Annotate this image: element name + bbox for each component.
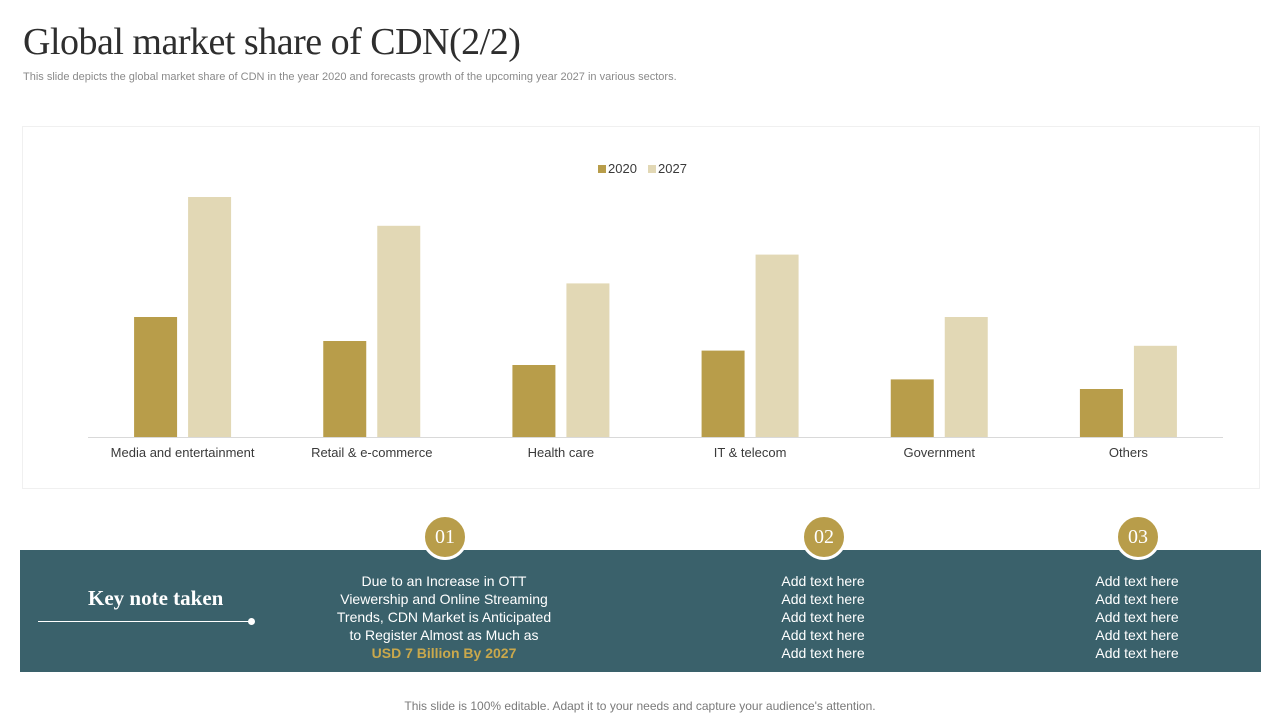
bar-2020-6 (1079, 389, 1123, 437)
keynote-2-line: Add text here (781, 591, 865, 607)
keynote-3-line: Add text here (1095, 591, 1179, 607)
legend-label: 2027 (658, 161, 687, 176)
x-tick-label: IT & telecom (714, 445, 787, 460)
keynote-badge-2: 02 (801, 514, 847, 560)
x-tick-label: Health care (528, 445, 594, 460)
keynote-2-line: Add text here (781, 627, 865, 643)
keynote-3-line: Add text here (1095, 627, 1179, 643)
page-title: Global market share of CDN(2/2) (23, 21, 521, 63)
bar-2027-2 (377, 225, 421, 437)
legend-swatch-2027 (648, 165, 656, 173)
bar-2027-1 (188, 197, 232, 437)
legend-swatch-2020 (598, 165, 606, 173)
keynote-3-line: Add text here (1095, 573, 1179, 589)
footer-note: This slide is 100% editable. Adapt it to… (404, 699, 876, 713)
keynote-2-line: Add text here (781, 645, 865, 661)
keynote-text-2: Add text here Add text here Add text her… (693, 572, 953, 662)
bar-2020-3 (512, 365, 556, 437)
keynote-2-line: Add text here (781, 573, 865, 589)
keynote-1-line: to Register Almost as Much as (349, 627, 539, 643)
legend-label: 2020 (608, 161, 637, 176)
bar-2027-5 (944, 317, 988, 437)
keynote-2-line: Add text here (781, 609, 865, 625)
keynote-divider (38, 621, 252, 622)
bar-chart: Media and entertainment Retail & e-commer… (88, 161, 1223, 460)
keynote-3-line: Add text here (1095, 609, 1179, 625)
x-tick-label: Media and entertainment (111, 445, 255, 460)
keynote-text-1: Due to an Increase in OTT Viewership and… (314, 572, 574, 662)
keynote-1-highlight: USD 7 Billion By 2027 (371, 645, 517, 661)
bar-2020-1 (134, 317, 178, 437)
chart-card: Media and entertainment Retail & e-commer… (22, 126, 1260, 489)
keynote-text-3: Add text here Add text here Add text her… (1007, 572, 1267, 662)
keynote-badge-3: 03 (1115, 514, 1161, 560)
keynote-1-line: Trends, CDN Market is Anticipated (336, 609, 552, 625)
keynote-band (20, 550, 1261, 672)
x-tick-label: Government (903, 445, 975, 460)
keynote-badge-1: 01 (422, 514, 468, 560)
keynote-1-line: Viewership and Online Streaming (340, 591, 548, 607)
bar-2020-5 (890, 379, 934, 437)
keynote-label: Key note taken (88, 586, 224, 610)
x-tick-label: Retail & e-commerce (311, 445, 432, 460)
bar-2027-4 (755, 254, 799, 437)
bar-2020-4 (701, 350, 745, 437)
bar-2027-6 (1133, 345, 1177, 437)
keynote-3-line: Add text here (1095, 645, 1179, 661)
x-tick-label: Others (1109, 445, 1149, 460)
bar-2027-3 (566, 283, 610, 437)
bar-2020-2 (323, 341, 367, 437)
page-subtitle: This slide depicts the global market sha… (23, 71, 677, 83)
keynote-1-line: Due to an Increase in OTT (361, 573, 527, 589)
keynote-divider-dot (248, 618, 255, 625)
